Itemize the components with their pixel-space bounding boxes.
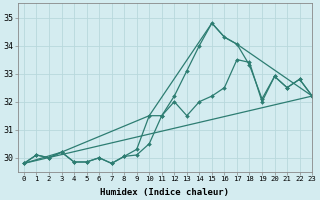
- X-axis label: Humidex (Indice chaleur): Humidex (Indice chaleur): [100, 188, 229, 197]
